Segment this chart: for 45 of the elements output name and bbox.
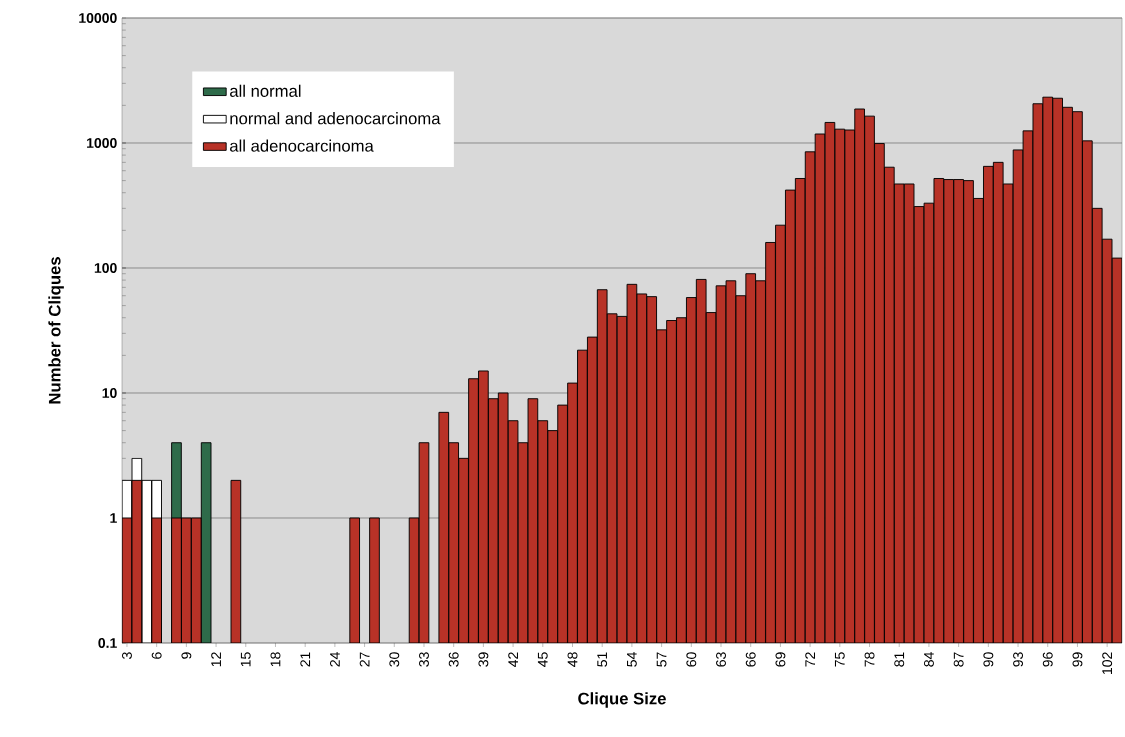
x-tick-label: 78: [864, 652, 875, 667]
legend-label: normal and adenocarcinoma: [230, 112, 441, 125]
y-axis-title: Number of Cliques: [48, 257, 64, 404]
x-tick-label: 30: [389, 652, 400, 667]
legend-label: all normal: [230, 84, 301, 97]
x-tick-label: 33: [419, 652, 429, 667]
x-tick-label: 45: [537, 652, 548, 667]
y-tick-label: 1000: [87, 138, 117, 148]
x-tick-label: 39: [478, 652, 489, 667]
x-tick-label: 57: [656, 652, 667, 667]
x-tick-label: 63: [716, 652, 726, 667]
x-tick-label: 15: [240, 652, 251, 667]
x-tick-label: 90: [983, 652, 994, 667]
x-tick-label: 93: [1013, 652, 1024, 667]
legend-label: all adenocarcinoma: [230, 139, 374, 152]
y-tick-label: 1: [110, 513, 117, 523]
x-tick-label: 36: [448, 652, 459, 667]
y-tick-label: 100: [94, 263, 117, 273]
x-tick-label: 75: [834, 652, 845, 667]
x-tick-label: 102: [1102, 652, 1113, 674]
x-tick-label: 72: [805, 652, 816, 667]
x-tick-label: 9: [181, 652, 192, 659]
x-tick-label: 18: [270, 652, 281, 667]
x-tick-label: 48: [567, 652, 578, 667]
x-tick-label: 27: [359, 652, 370, 667]
x-tick-label: 99: [1072, 652, 1083, 667]
x-tick-label: 87: [953, 652, 964, 667]
x-tick-label: 12: [211, 652, 221, 667]
x-tick-label: 51: [597, 652, 608, 667]
x-tick-label: 24: [330, 652, 340, 667]
x-tick-label: 3: [122, 652, 132, 659]
x-tick-label: 6: [151, 652, 162, 659]
x-tick-label: 42: [508, 652, 518, 667]
x-tick-label: 54: [627, 652, 637, 667]
x-tick-label: 81: [894, 652, 905, 667]
x-tick-label: 84: [923, 652, 934, 667]
y-tick-label: 10: [102, 388, 117, 398]
y-tick-label: 10000: [79, 13, 117, 23]
x-tick-label: 96: [1042, 652, 1053, 667]
y-tick-label: 0.1: [98, 638, 117, 648]
x-axis-title: Clique Size: [578, 692, 666, 708]
x-tick-label: 66: [745, 652, 756, 667]
x-tick-label: 69: [775, 652, 786, 667]
x-tick-label: 60: [686, 652, 697, 667]
x-tick-label: 21: [300, 652, 311, 667]
